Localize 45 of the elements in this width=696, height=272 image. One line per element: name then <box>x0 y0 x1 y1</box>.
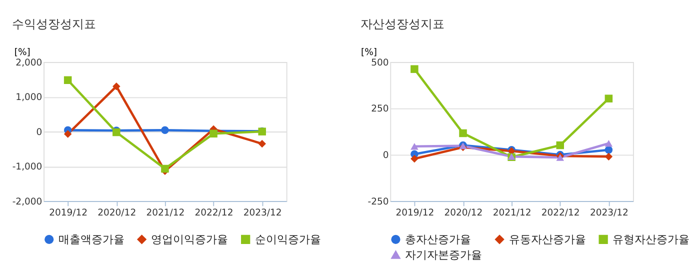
y-tick-label: 0 <box>382 150 389 161</box>
x-tick-label: 2019/12 <box>396 207 434 218</box>
point <box>161 126 169 134</box>
point <box>210 130 218 138</box>
y-axis-title: [%] <box>360 47 377 58</box>
point <box>604 94 613 102</box>
point <box>410 143 418 150</box>
x-tick-label: 2020/12 <box>444 207 483 218</box>
y-tick-label: 0 <box>36 126 42 138</box>
legend-label: 유동자산증가율 <box>508 233 586 246</box>
point <box>258 140 266 148</box>
x-tick-label: 2023/12 <box>590 207 628 218</box>
y-tick-label: -250 <box>368 196 389 208</box>
point <box>410 154 418 163</box>
legend-label: 영업이익증가율 <box>151 233 228 246</box>
point <box>64 130 72 138</box>
x-tick-label: 2023/12 <box>243 207 282 218</box>
y-axis-title: [%] <box>14 47 30 58</box>
chart-title: 자산성장성지표 <box>360 16 445 31</box>
point <box>410 65 418 73</box>
point <box>112 82 120 90</box>
y-tick-label: 250 <box>371 104 389 115</box>
legend-label: 자기자본증가율 <box>404 248 482 262</box>
x-tick-label: 2021/12 <box>146 207 185 218</box>
legend-label: 총자산증가율 <box>404 233 471 246</box>
x-tick-label: 2022/12 <box>194 207 234 218</box>
x-tick-label: 2019/12 <box>49 207 88 218</box>
y-tick-label: 2,000 <box>16 57 42 68</box>
y-tick-label: 500 <box>371 57 389 68</box>
x-tick-label: 2020/12 <box>98 207 136 218</box>
point <box>64 76 72 84</box>
chart-title: 수익성장성지표 <box>12 16 96 31</box>
legend-label: 순이익증가율 <box>254 233 321 246</box>
point <box>459 129 467 138</box>
legend-label: 유형자산증가율 <box>612 233 690 246</box>
y-tick-label: -1,000 <box>12 162 42 173</box>
point <box>604 152 613 160</box>
point <box>604 140 613 147</box>
y-tick-label: -2,000 <box>12 196 42 208</box>
x-tick-label: 2021/12 <box>492 207 532 218</box>
legend-label: 매출액증가율 <box>58 233 124 246</box>
point <box>161 164 169 173</box>
y-tick-label: 1,000 <box>16 92 42 104</box>
x-tick-label: 2022/12 <box>541 207 580 218</box>
point <box>556 141 564 150</box>
